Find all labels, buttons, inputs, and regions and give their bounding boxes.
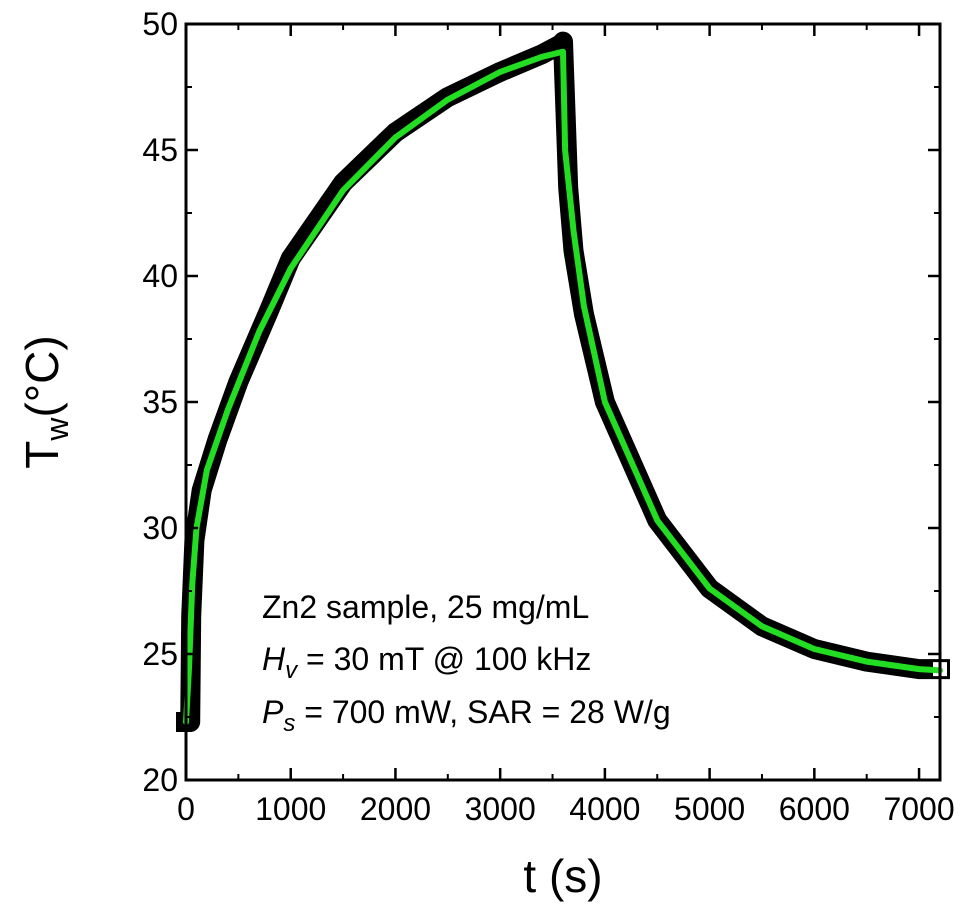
y-axis-title: Tw(°C) <box>16 335 75 468</box>
annotation-field-symbol: H <box>262 641 286 677</box>
y-tick-label: 20 <box>142 762 178 798</box>
y-tick-label: 50 <box>142 6 178 42</box>
x-tick-label: 7000 <box>883 791 954 827</box>
y-axis-title-unit: (°C) <box>16 335 68 417</box>
plot-frame <box>184 22 942 782</box>
x-tick-label: 5000 <box>674 791 745 827</box>
annotation-field-sub: v <box>285 657 299 684</box>
y-tick-label: 35 <box>142 384 178 420</box>
y-axis-title-main: T <box>16 441 68 469</box>
y-tick-label: 45 <box>142 132 178 168</box>
annotation-sample: Zn2 sample, 25 mg/mL <box>262 589 589 625</box>
x-tick-label: 6000 <box>779 791 850 827</box>
annotation-power-rest: = 700 mW, SAR = 28 W/g <box>295 694 670 730</box>
x-axis-title: t (s) <box>523 850 602 902</box>
x-axis-title-unit: (s) <box>549 850 603 902</box>
annotation-power-symbol: P <box>262 694 284 730</box>
y-tick-label: 25 <box>142 636 178 672</box>
x-tick-label: 2000 <box>360 791 431 827</box>
ticks-layer: 0 1000 2000 3000 4000 5000 6000 7000 20 25 30 35 40 4… <box>142 6 954 827</box>
y-tick-label: 30 <box>142 510 178 546</box>
annotation-field: Hv = 30 mT @ 100 kHz <box>262 641 591 684</box>
x-tick-label: 1000 <box>255 791 326 827</box>
fit-series-line <box>183 48 943 725</box>
y-tick-label: 40 <box>142 258 178 294</box>
annotation-field-rest: = 30 mT @ 100 kHz <box>297 641 591 677</box>
annotation-power: Ps = 700 mW, SAR = 28 W/g <box>262 694 671 737</box>
x-axis-title-main: t <box>523 850 536 902</box>
x-tick-label: 0 <box>177 791 195 827</box>
x-tick-label: 3000 <box>465 791 536 827</box>
y-axis-title-sub: w <box>39 417 75 442</box>
annotation-power-sub: s <box>283 710 295 737</box>
x-tick-label: 4000 <box>569 791 640 827</box>
